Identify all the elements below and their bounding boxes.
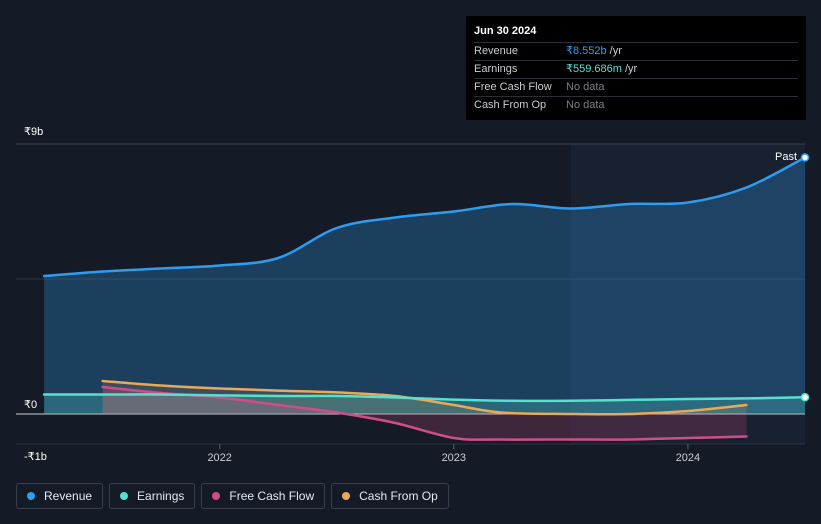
legend-label: Cash From Op <box>359 489 438 503</box>
tooltip-label: Earnings <box>474 63 518 75</box>
y-axis-labels: ₹9b ₹0 -₹1b <box>24 126 47 463</box>
earnings-line <box>42 393 807 403</box>
y-tick-label: -₹1b <box>24 451 47 463</box>
y-tick-label: ₹9b <box>24 126 43 138</box>
tooltip-unit: /yr <box>609 45 622 57</box>
cash-from-op-line <box>101 379 748 416</box>
series-end-markers <box>800 153 810 402</box>
tooltip-value: No data <box>566 99 605 111</box>
revenue-area <box>44 157 805 414</box>
tooltip-value: ₹559.686m <box>566 63 622 75</box>
earnings-end-marker <box>800 392 810 402</box>
tooltip-value: No data <box>566 81 605 93</box>
tooltip-date: Jun 30 2024 <box>474 25 537 37</box>
revenue-line <box>42 156 807 278</box>
tooltip-label: Revenue <box>474 45 519 57</box>
x-axis-labels: 2022 2023 2024 <box>207 452 700 464</box>
tooltip: Jun 30 2024 Revenue ₹8.552b /yr Earnings… <box>466 16 806 120</box>
legend-label: Free Cash Flow <box>229 489 315 503</box>
cash-from-op-dot-icon <box>342 492 351 500</box>
x-tick-label: 2023 <box>442 452 466 464</box>
x-tick-label: 2022 <box>207 452 231 464</box>
legend-label: Revenue <box>44 489 93 503</box>
tooltip-unit: /yr <box>624 63 638 75</box>
tooltip-label: Free Cash Flow <box>474 81 552 93</box>
tooltip-row-cash-from-op: Cash From Op No data <box>474 96 798 114</box>
legend: Revenue Earnings Free Cash Flow Cash Fro… <box>16 483 449 509</box>
tooltip-row-free-cash-flow: Free Cash Flow No data <box>474 78 798 96</box>
tooltip-value: ₹8.552b <box>566 45 607 57</box>
tooltip-label: Cash From Op <box>474 99 547 111</box>
y-tick-label: ₹0 <box>24 399 37 411</box>
legend-cash-from-op-button[interactable]: Cash From Op <box>331 483 449 509</box>
tooltip-row-earnings: Earnings ₹559.686m /yr <box>474 60 798 78</box>
revenue-end-marker <box>800 153 810 162</box>
cash-from-op-area <box>102 381 747 415</box>
legend-earnings-button[interactable]: Earnings <box>109 483 196 509</box>
series-lines <box>42 156 807 441</box>
past-label: Past <box>775 151 797 163</box>
earnings-dot-icon <box>120 492 129 500</box>
past-region <box>570 144 805 444</box>
legend-revenue-button[interactable]: Revenue <box>16 483 104 509</box>
grid-lines <box>16 143 805 449</box>
free-cash-flow-dot-icon <box>212 492 221 500</box>
legend-label: Earnings <box>137 489 185 503</box>
free-cash-flow-area <box>102 387 747 440</box>
x-tick-label: 2024 <box>676 452 700 464</box>
tooltip-row-revenue: Revenue ₹8.552b /yr <box>474 42 798 60</box>
revenue-dot-icon <box>27 492 35 500</box>
free-cash-flow-line <box>101 385 748 441</box>
legend-free-cash-flow-button[interactable]: Free Cash Flow <box>201 483 326 509</box>
